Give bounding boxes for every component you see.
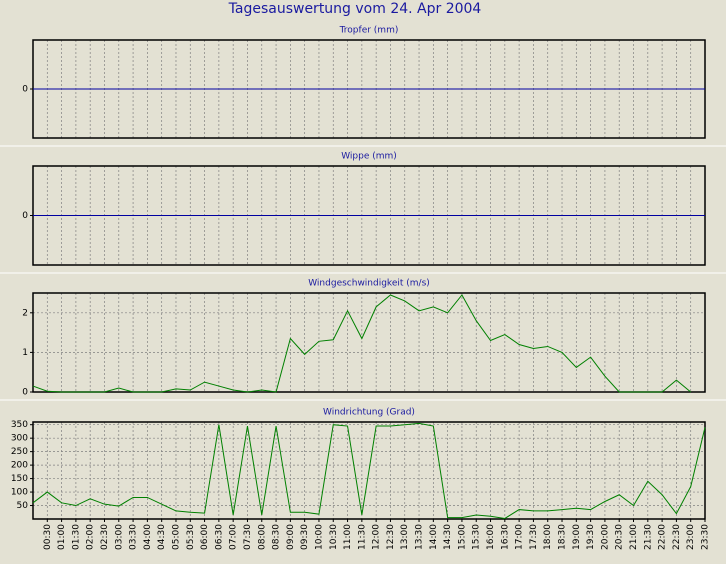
- x-tick-label: 11:30: [357, 524, 367, 550]
- x-tick-label: 14:00: [429, 524, 439, 550]
- x-tick-label: 00:30: [43, 524, 53, 550]
- x-tick-label: 13:30: [415, 524, 425, 550]
- x-tick-label: 01:00: [57, 524, 67, 550]
- plot-frame: [32, 292, 706, 393]
- y-tick-label: 150: [11, 474, 28, 484]
- page-title: Tagesauswertung vom 24. Apr 2004: [228, 1, 482, 17]
- y-tick-label: 200: [11, 461, 28, 471]
- plot-frame: [32, 421, 706, 520]
- y-tick-label: 2: [22, 308, 28, 318]
- x-tick-label: 21:30: [643, 524, 653, 550]
- x-tick-label: 03:00: [114, 524, 124, 550]
- x-tick-label: 08:30: [272, 524, 282, 550]
- x-tick-label: 07:30: [243, 524, 253, 550]
- x-tick-label: 22:30: [672, 524, 682, 550]
- x-tick-label: 19:30: [586, 524, 596, 550]
- x-tick-label: 09:00: [286, 524, 296, 550]
- x-tick-label: 20:30: [615, 524, 625, 550]
- x-tick-label: 12:30: [386, 524, 396, 550]
- panel-title: Tropfer (mm): [339, 26, 399, 36]
- x-tick-label: 08:00: [257, 524, 267, 550]
- x-tick-label: 17:00: [515, 524, 525, 550]
- x-tick-label: 16:30: [500, 524, 510, 550]
- x-tick-label: 05:30: [186, 524, 196, 550]
- x-tick-label: 18:30: [558, 524, 568, 550]
- x-tick-label: 17:30: [529, 524, 539, 550]
- panel-title: Wippe (mm): [341, 152, 397, 162]
- y-tick-label: 0: [22, 211, 28, 221]
- x-tick-label: 21:00: [629, 524, 639, 550]
- y-tick-label: 50: [17, 501, 29, 511]
- x-tick-label: 12:00: [372, 524, 382, 550]
- x-tick-label: 15:30: [472, 524, 482, 550]
- x-tick-label: 13:00: [400, 524, 410, 550]
- data-line: [32, 294, 692, 393]
- x-tick-label: 04:00: [143, 524, 153, 550]
- x-tick-label: 09:30: [300, 524, 310, 550]
- panel-title: Windgeschwindigkeit (m/s): [308, 279, 430, 289]
- x-tick-label: 15:00: [457, 524, 467, 550]
- x-tick-label: 11:00: [343, 524, 353, 550]
- x-tick-label: 04:30: [157, 524, 167, 550]
- x-tick-label: 10:00: [314, 524, 324, 550]
- x-tick-label: 03:30: [129, 524, 139, 550]
- x-tick-label: 06:30: [214, 524, 224, 550]
- x-tick-label: 02:30: [100, 524, 110, 550]
- y-tick-label: 0: [22, 388, 28, 398]
- x-tick-label: 18:00: [543, 524, 553, 550]
- x-tick-label: 19:00: [572, 524, 582, 550]
- x-tick-label: 01:30: [71, 524, 81, 550]
- x-tick-label: 06:00: [200, 524, 210, 550]
- x-tick-label: 05:00: [171, 524, 181, 550]
- panel-title: Windrichtung (Grad): [323, 408, 415, 418]
- x-tick-label: 10:30: [329, 524, 339, 550]
- y-tick-label: 1: [22, 348, 28, 358]
- x-tick-label: 02:00: [86, 524, 96, 550]
- y-tick-label: 300: [11, 434, 28, 444]
- y-tick-label: 0: [22, 85, 28, 95]
- x-tick-label: 23:00: [686, 524, 696, 550]
- x-tick-label: 23:30: [701, 524, 711, 550]
- data-line: [32, 422, 706, 519]
- y-tick-label: 250: [11, 447, 28, 457]
- x-tick-label: 20:00: [600, 524, 610, 550]
- x-tick-label: 14:30: [443, 524, 453, 550]
- x-tick-label: 07:00: [229, 524, 239, 550]
- x-tick-label: 16:00: [486, 524, 496, 550]
- x-tick-label: 22:00: [658, 524, 668, 550]
- y-tick-label: 100: [11, 488, 28, 498]
- y-tick-label: 350: [11, 420, 28, 430]
